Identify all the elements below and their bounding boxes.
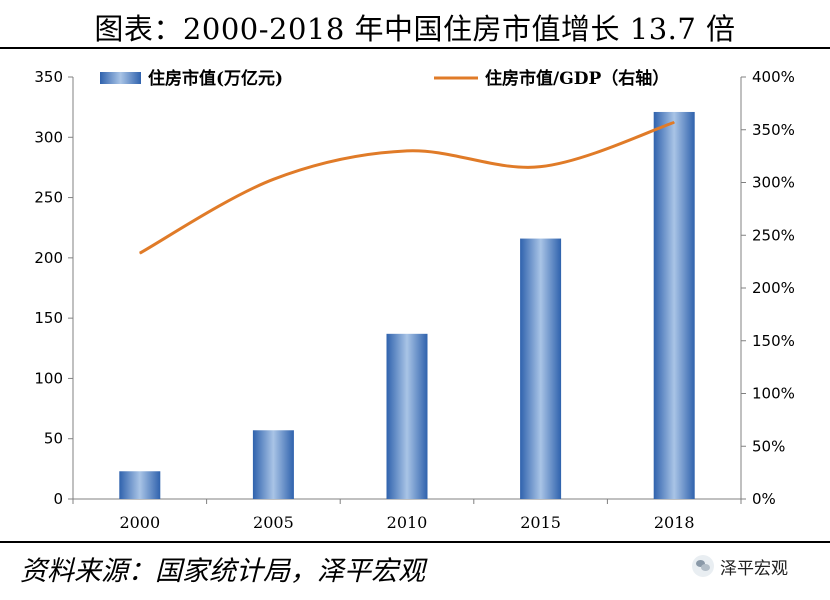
watermark: 泽平宏观 [692,554,788,579]
right-tick-label: 400% [752,68,795,86]
title-divider [0,47,830,49]
x-tick-label: 2010 [387,513,428,532]
legend-bar-label: 住房市值(万亿元) [148,68,283,89]
bar-2005 [252,430,294,499]
right-tick-label: 300% [752,174,795,192]
right-tick-label: 250% [752,226,795,244]
bar-2010 [386,333,428,499]
line-point-2000 [139,252,141,254]
right-tick-label: 200% [752,279,795,297]
right-tick-label: 0% [752,490,776,508]
watermark-text: 泽平宏观 [720,558,788,579]
left-tick-label: 200 [34,249,63,267]
line-series [139,120,675,255]
x-tick-label: 2005 [253,513,294,532]
left-tick-label: 0 [53,490,63,508]
line-point-2005 [272,178,274,180]
line-point-2018 [673,121,675,123]
left-tick-label: 350 [34,68,63,86]
wechat-icon [692,555,714,577]
right-tick-label: 100% [752,385,795,403]
x-tick-label: 2018 [654,513,695,532]
bar-2000 [119,471,161,499]
left-tick-label: 100 [34,369,63,387]
right-tick-label: 50% [752,437,785,455]
legend-bar-swatch [100,72,141,84]
left-tick-label: 150 [34,309,63,327]
chart: 0 50 100 150 200 250 300 350 0% 50% 100% 150% 200% 25… [34,68,795,532]
right-tick-label: 350% [752,121,795,139]
line-point-2015 [540,166,542,168]
source-note: 资料来源：国家统计局，泽平宏观 [20,556,425,587]
x-tick-label: 2015 [520,513,561,532]
left-tick-label: 300 [34,128,63,146]
left-tick-label: 50 [44,430,63,448]
bar-2015 [520,238,562,499]
chart-title: 图表：2000-2018 年中国住房市值增长 13.7 倍 [94,12,736,46]
source-divider [0,541,830,543]
right-tick-label: 150% [752,332,795,350]
line-point-2010 [406,150,408,152]
legend-line-label: 住房市值/GDP（右轴） [485,68,669,89]
left-tick-label: 250 [34,189,63,207]
bar-2018 [653,111,695,500]
x-tick-label: 2000 [119,513,160,532]
